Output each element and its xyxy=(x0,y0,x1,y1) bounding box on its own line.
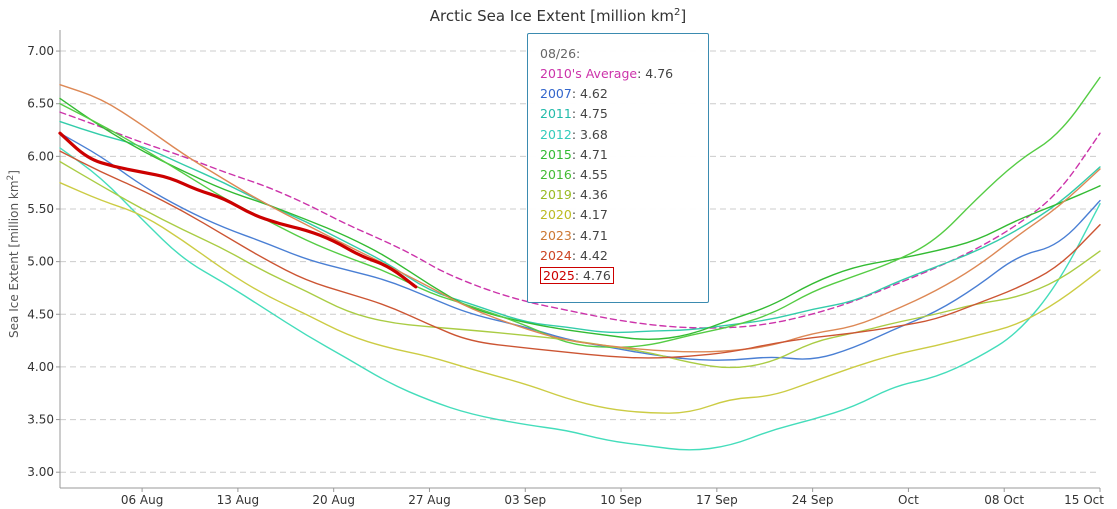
y-tick-label: 6.00 xyxy=(27,149,54,163)
tooltip-series-value: 4.62 xyxy=(580,86,608,102)
tooltip-row-content: 2023: 4.71 xyxy=(540,227,608,243)
tooltip-series-value: 4.36 xyxy=(580,187,608,203)
tooltip-row: 2015: 4.71 xyxy=(540,147,708,167)
tooltip-series-name: 2023 xyxy=(540,227,572,243)
tooltip-series-value: 4.76 xyxy=(583,267,611,283)
tooltip-row-content: 2024: 4.42 xyxy=(540,247,608,263)
tooltip-series-value: 4.17 xyxy=(580,207,608,223)
x-tick-label: 08 Oct xyxy=(984,493,1024,507)
tooltip-row-content: 2025: 4.76 xyxy=(540,266,614,284)
x-tick-label: 03 Sep xyxy=(504,493,546,507)
series-line-2024[interactable] xyxy=(59,150,1101,359)
axes: 7.00 6.50 6.00 5.50 5.00 4.50 4.00 3.50 3.00 06 A… xyxy=(27,30,1104,507)
tooltip-date: 08/26: xyxy=(540,46,581,61)
series-line-2015[interactable] xyxy=(59,97,1101,340)
tooltip-series-name: 2012 xyxy=(540,126,572,142)
series-line-2016[interactable] xyxy=(59,76,1101,348)
tooltip-series-value: 4.76 xyxy=(645,66,674,81)
hover-tooltip: 08/26: 2010's Average: 4.76 2007: 4.62 201… xyxy=(527,33,709,303)
tooltip-row: 2020: 4.17 xyxy=(540,207,708,227)
tooltip-series-value: 4.42 xyxy=(580,247,608,263)
series-line-2012[interactable] xyxy=(59,147,1101,451)
series-line-2023[interactable] xyxy=(59,84,1101,353)
y-tick-label: 5.00 xyxy=(27,255,54,269)
tooltip-row-content: 2019: 4.36 xyxy=(540,187,608,203)
tooltip-row: 2019: 4.36 xyxy=(540,187,708,207)
series-line-2010-s-average[interactable] xyxy=(59,111,1101,329)
tooltip-series-name: 2016 xyxy=(540,166,572,182)
tooltip-series-name: 2007 xyxy=(540,86,572,102)
tooltip-row: 2025: 4.76 xyxy=(540,266,708,288)
x-tick-label: 17 Sep xyxy=(696,493,738,507)
y-tick-label: 7.00 xyxy=(27,44,54,58)
tooltip-series-name: 2019 xyxy=(540,187,572,203)
tooltip-row-content: 2020: 4.17 xyxy=(540,207,608,223)
tooltip-series-value: 3.68 xyxy=(580,126,608,142)
y-tick-label: 4.00 xyxy=(27,360,54,374)
tooltip-row: 2012: 3.68 xyxy=(540,127,708,147)
series-lines[interactable] xyxy=(58,76,1101,451)
tooltip-row: 2011: 4.75 xyxy=(540,106,708,126)
x-tick-label: 20 Aug xyxy=(312,493,355,507)
series-line-2020[interactable] xyxy=(59,182,1101,414)
x-tick-label: 15 Oct xyxy=(1064,493,1104,507)
tooltip-row-content: 2012: 3.68 xyxy=(540,126,608,142)
y-tick-label: 4.50 xyxy=(27,307,54,321)
tooltip-series-value: 4.71 xyxy=(580,227,608,243)
x-tick-label: 06 Aug xyxy=(121,493,164,507)
tooltip-series-name: 2025 xyxy=(543,267,575,283)
tooltip-row-content: 2015: 4.71 xyxy=(540,146,608,162)
x-tick-label: 13 Aug xyxy=(217,493,260,507)
tooltip-series-name: 2024 xyxy=(540,247,572,263)
tooltip-row: 2024: 4.42 xyxy=(540,248,708,268)
chart-title: Arctic Sea Ice Extent [million km2] xyxy=(430,7,687,25)
tooltip-series-value: 4.71 xyxy=(580,146,608,162)
tooltip-row-content: 2010's Average: 4.76 xyxy=(540,66,674,81)
tooltip-series-name: 2010's Average xyxy=(540,66,638,81)
y-axis-label: Sea Ice Extent [million km2] xyxy=(6,170,21,338)
x-tick-label: Oct xyxy=(898,493,919,507)
tooltip-series-name: 2020 xyxy=(540,207,572,223)
tooltip-rows: 2010's Average: 4.76 2007: 4.62 2011: 4.75… xyxy=(540,66,708,288)
tooltip-series-value: 4.55 xyxy=(580,166,608,182)
series-line-2025[interactable] xyxy=(58,131,418,289)
tooltip-series-name: 2015 xyxy=(540,146,572,162)
tooltip-series-name: 2011 xyxy=(540,106,572,122)
x-tick-label: 24 Sep xyxy=(792,493,834,507)
tooltip-row-content: 2007: 4.62 xyxy=(540,86,608,102)
x-tick-label: 27 Aug xyxy=(408,493,451,507)
tooltip-row: 2010's Average: 4.76 xyxy=(540,66,708,86)
tooltip-series-value: 4.75 xyxy=(580,106,608,122)
series-line-2011[interactable] xyxy=(59,120,1101,334)
tooltip-row-content: 2011: 4.75 xyxy=(540,106,608,122)
y-tick-label: 6.50 xyxy=(27,97,54,111)
x-tick-label: 10 Sep xyxy=(600,493,642,507)
y-tick-label: 3.50 xyxy=(27,413,54,427)
y-tick-label: 3.00 xyxy=(27,465,54,479)
tooltip-row: 2007: 4.62 xyxy=(540,86,708,106)
tooltip-row: 2016: 4.55 xyxy=(540,167,708,187)
y-tick-label: 5.50 xyxy=(27,202,54,216)
tooltip-row: 2023: 4.71 xyxy=(540,228,708,248)
tooltip-row-content: 2016: 4.55 xyxy=(540,166,608,182)
